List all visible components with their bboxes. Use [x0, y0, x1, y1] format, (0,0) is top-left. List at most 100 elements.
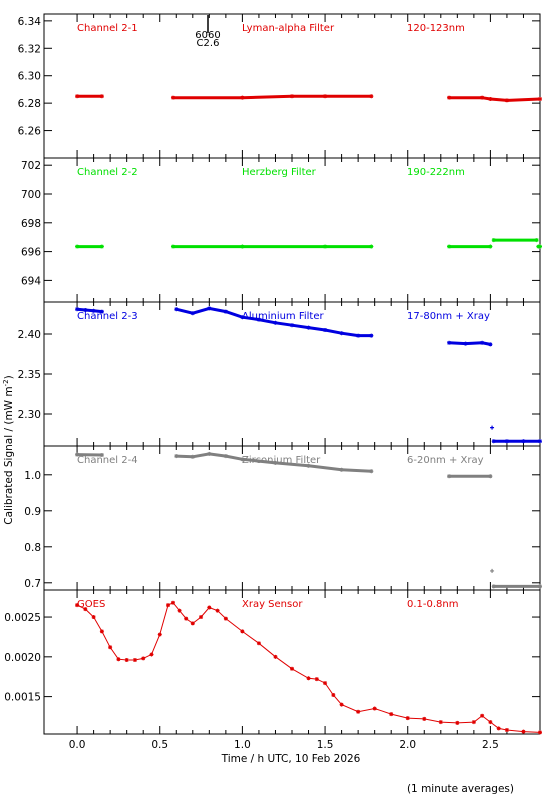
data-point	[339, 331, 344, 336]
data-point	[207, 451, 212, 456]
y-tick-label: 6.26	[18, 126, 42, 138]
data-point	[521, 439, 526, 444]
x-tick-label: 1.0	[234, 739, 251, 751]
y-tick-label: 0.9	[24, 506, 41, 518]
data-point	[521, 729, 526, 734]
series-1	[75, 307, 104, 314]
y-tick-label: 6.30	[18, 71, 41, 83]
data-point	[190, 311, 195, 316]
series-3	[447, 474, 493, 479]
data-point	[240, 95, 245, 100]
panel-band-label: 6-20nm + Xray	[407, 455, 484, 466]
data-point	[488, 720, 493, 725]
data-point	[174, 307, 179, 312]
data-point	[538, 584, 542, 589]
series-2	[170, 244, 374, 249]
data-point	[471, 720, 476, 725]
y-axis-label-main: Calibrated Signal / (mW m	[3, 386, 15, 524]
data-point	[323, 681, 328, 686]
panel-filter-label: Lyman-alpha Filter	[242, 23, 335, 34]
data-point	[369, 94, 374, 99]
data-point	[538, 730, 542, 735]
data-point	[538, 244, 542, 249]
data-point	[323, 328, 328, 332]
data-point	[356, 333, 361, 338]
data-point	[157, 632, 162, 637]
panel-frame	[43, 157, 541, 303]
y-tick-label: 702	[21, 160, 41, 172]
y-tick-label: 696	[21, 247, 41, 259]
panel-frame	[43, 445, 541, 591]
panel-filter-label: Herzberg Filter	[242, 167, 317, 178]
y-tick-label: 0.0025	[4, 612, 41, 624]
data-point	[99, 629, 104, 634]
data-point	[215, 608, 220, 613]
data-point	[369, 244, 374, 249]
y-axis-label-superscript: -2	[2, 379, 10, 386]
panel-channel-label: GOES	[77, 599, 105, 610]
chart-panels: 6.26 6.28 6.30 6.32 6.34 Channel 2-1 Lyman-alp…	[4, 13, 542, 751]
panel-channel-label: Channel 2-3	[77, 311, 138, 322]
y-tick-label: 6.28	[18, 98, 41, 110]
data-point	[166, 603, 170, 608]
data-point	[174, 454, 179, 459]
series-2	[170, 94, 374, 100]
series-1	[75, 600, 542, 735]
data-point	[331, 693, 336, 698]
data-point	[290, 666, 294, 671]
data-point	[177, 608, 182, 613]
y-tick-label: 1.0	[24, 470, 41, 482]
data-point	[504, 728, 509, 733]
data-point	[223, 616, 228, 621]
data-point	[369, 333, 374, 338]
footnote: (1 minute averages)	[407, 783, 514, 795]
panel-filter-label: Xray Sensor	[242, 599, 303, 610]
x-tick-label: 2.0	[399, 739, 416, 751]
data-point	[491, 238, 496, 243]
y-tick-label: 0.8	[24, 542, 41, 554]
data-point	[491, 584, 496, 589]
data-point	[116, 657, 121, 662]
data-point	[75, 244, 80, 249]
series-5	[536, 244, 542, 249]
data-point	[438, 720, 443, 725]
y-axis-label: Calibrated Signal / (mW m-2)	[2, 375, 15, 524]
data-point	[273, 654, 278, 659]
data-point	[240, 457, 245, 462]
panel-band-label: 120-123nm	[407, 23, 465, 34]
panel-filter-label: Aluminium Filter	[242, 311, 325, 322]
series-line	[449, 96, 541, 102]
data-point	[184, 616, 189, 621]
data-point	[496, 726, 501, 731]
series-4	[491, 584, 542, 589]
data-point	[240, 629, 245, 634]
data-point	[314, 677, 319, 682]
data-point	[463, 341, 468, 346]
data-point	[91, 308, 96, 313]
data-point	[170, 244, 175, 249]
data-point	[480, 340, 485, 345]
data-point	[306, 325, 311, 330]
series-2	[174, 451, 374, 474]
data-point	[99, 453, 104, 457]
data-point	[480, 95, 485, 100]
y-tick-label: 694	[21, 275, 41, 287]
data-point	[447, 474, 452, 479]
panel-3: 2.30 2.35 2.40 Channel 2-3 Aluminium Filter 1…	[18, 301, 542, 447]
data-point	[132, 658, 137, 663]
data-point	[422, 716, 427, 721]
data-point	[339, 467, 344, 472]
data-point	[75, 307, 80, 312]
series-4	[491, 238, 539, 243]
panel-1: 6.26 6.28 6.30 6.32 6.34 Channel 2-1 Lyman-alp…	[18, 13, 542, 159]
panel-channel-label: Channel 2-4	[77, 455, 138, 466]
data-point	[83, 308, 88, 312]
y-tick-label: 2.40	[18, 329, 41, 341]
series-3	[447, 244, 493, 249]
y-axis-label-close: )	[3, 375, 15, 379]
series-line	[449, 341, 491, 346]
y-tick-label: 0.0015	[4, 692, 41, 704]
data-point	[75, 452, 80, 457]
x-tick-label: 0.0	[69, 739, 86, 751]
